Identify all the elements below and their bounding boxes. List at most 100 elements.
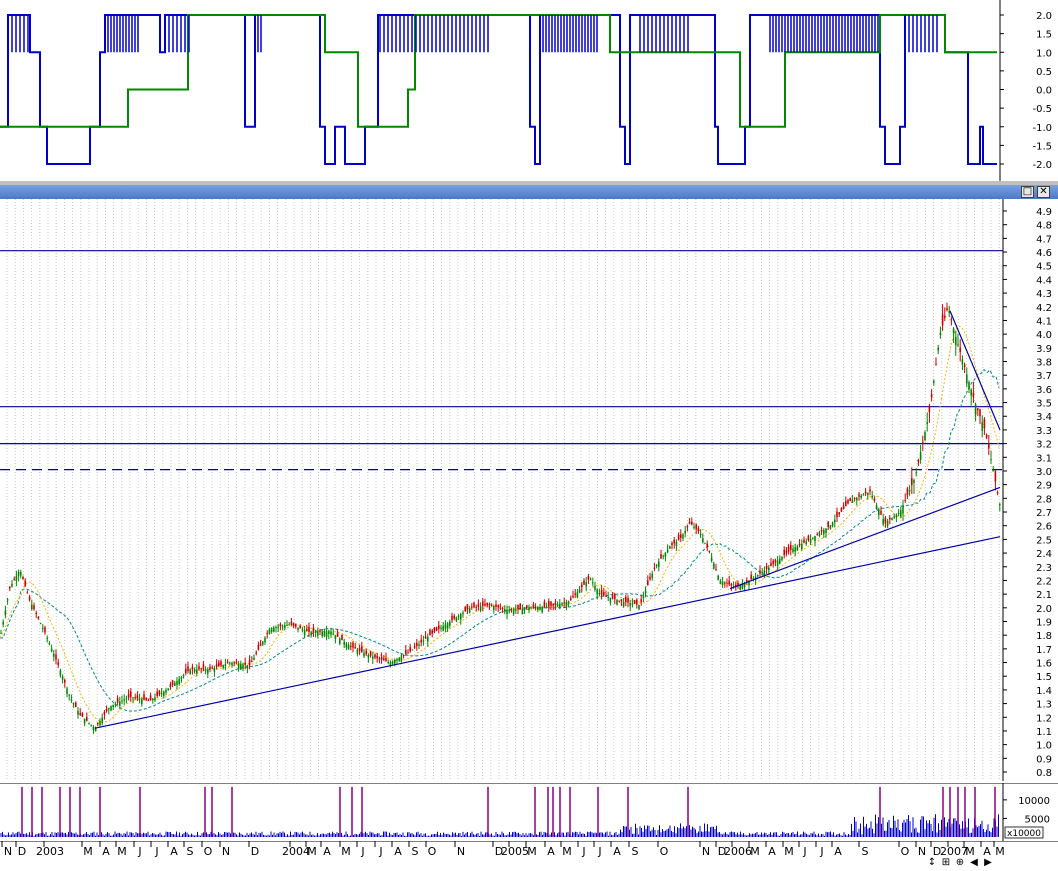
nav-glyph-icon[interactable]: ⊕ [956,857,964,868]
candle-body [191,666,194,670]
candle-body [862,494,865,496]
time-axis-label: J [597,845,601,858]
candle-body [625,596,627,603]
nav-glyph-icon[interactable]: ▶ [984,857,992,868]
candle-body [983,419,986,429]
candle-body [605,596,607,598]
candle-body [559,603,561,609]
nav-glyph-icon[interactable]: ↕ [928,857,936,868]
candle-body [906,488,909,496]
indicator-tick-label: -0.5 [1032,104,1052,115]
time-axis-label: A [768,845,776,858]
candle-body [319,630,321,632]
candle-body [618,600,620,602]
candle-body [578,589,581,593]
candle-body [488,604,491,606]
close-icon[interactable]: ✕ [1037,186,1050,198]
candle-body [22,577,24,579]
candle-body [699,533,702,536]
price-tick-label: 3.1 [1036,453,1052,464]
indicator-tick-label: -2.0 [1032,160,1052,171]
candle-body [992,470,994,472]
candle-body [653,567,656,569]
candle-body [149,695,152,701]
candle-body [141,699,143,705]
candle-body [944,315,946,318]
volume-panel: 10000 5000 x10000 [0,782,1058,841]
candle-body [431,630,433,634]
candle-body [281,625,284,627]
candle-body [286,624,288,626]
time-axis-label: S [632,845,639,858]
candle-body [737,583,739,586]
candle-body [816,534,818,536]
candle-body [933,380,935,383]
time-axis-label: A [102,845,110,858]
nav-glyph-icon[interactable]: ⊞ [942,857,950,868]
candle-body [33,605,35,610]
candle-body [367,654,370,658]
candle-body [484,603,486,606]
candle-body [955,336,957,346]
candle-body [611,595,614,599]
time-axis-label: M [527,845,537,858]
volume-tick-label: 10000 [1018,796,1050,807]
panel-splitter[interactable] [0,181,1058,185]
candle-body [251,661,253,663]
price-tick-label: 4.9 [1036,207,1052,218]
candle-body [748,580,750,585]
candle-body [658,561,660,567]
candle-body [818,532,821,536]
candle-body [952,328,955,334]
candle-body [44,627,46,633]
candle-body [376,655,378,659]
price-tick-label: 1.6 [1036,659,1052,670]
time-axis-label: D [18,845,26,858]
candle-body [530,607,532,609]
candle-body [358,647,361,651]
candle-body [864,491,867,494]
candle-body [385,658,387,662]
nav-glyph-icon[interactable]: ◀ [970,857,978,868]
candle-body [9,586,11,589]
time-axis-label: J [378,845,382,858]
candle-body [266,633,268,635]
candle-body [704,542,706,544]
candle-body [902,505,904,514]
candle-body [255,652,257,654]
candle-body [884,517,887,523]
candle-body [103,711,106,715]
price-tick-label: 2.9 [1036,481,1052,492]
candle-body [849,497,851,501]
candle-body [875,505,878,510]
candle-body [706,543,708,548]
candle-body [532,604,535,608]
candle-body [473,602,475,608]
indicator-chart: 2.0 1.5 1.0 0.5 0.0 -0.5 -1.0 -1.5 -2.0 [0,0,1052,181]
price-tick-label: 3.9 [1036,344,1052,355]
candle-body [92,726,95,730]
candle-body [28,596,31,600]
price-tick-label: 4.4 [1036,275,1052,286]
candle-body [783,549,785,556]
candle-body [200,668,202,670]
candle-body [391,661,394,664]
candle-body [341,634,343,641]
candle-body [603,592,605,596]
candle-body [134,697,136,699]
candle-body [873,498,876,501]
indicator-tick-label: -1.5 [1032,141,1052,152]
candle-body [17,571,20,577]
volume-unit-label: x10000 [1007,829,1041,839]
candle-body [446,623,449,629]
candle-body [548,601,550,607]
candle-body [90,724,92,726]
candle-body [374,654,376,658]
candle-body [752,578,755,580]
price-tick-label: 0.9 [1036,754,1052,765]
candle-body [138,698,141,700]
maximize-icon[interactable]: □ [1021,186,1034,198]
candle-body [957,344,959,346]
candle-body [515,609,517,611]
indicator-tick-label: -1.0 [1032,123,1052,134]
